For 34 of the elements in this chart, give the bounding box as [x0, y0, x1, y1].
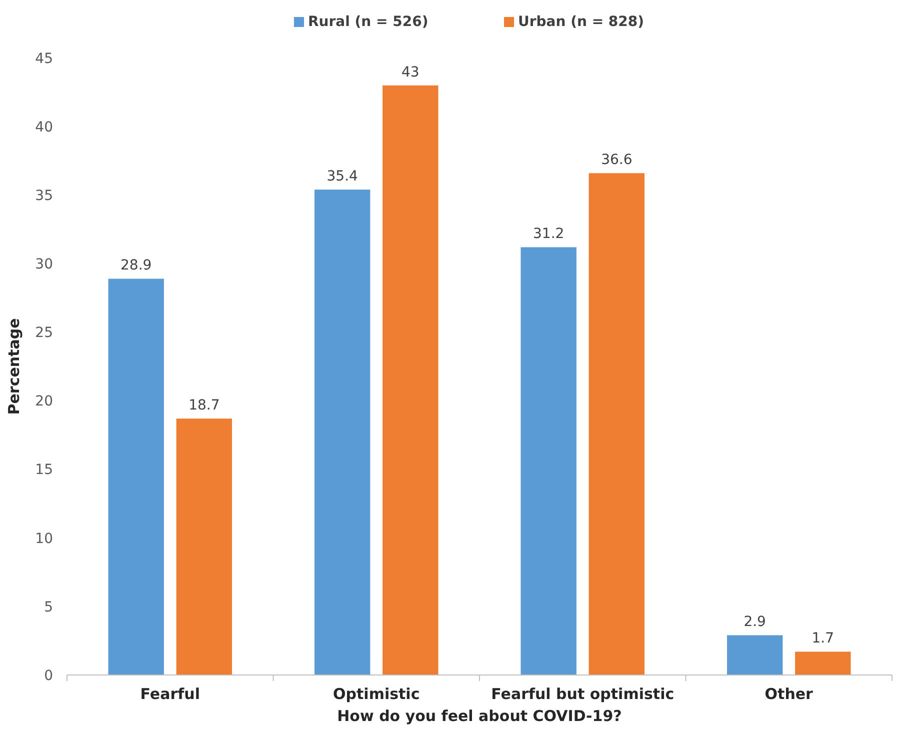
- x-tick-label: Fearful but optimistic: [491, 685, 674, 703]
- bar: [176, 418, 232, 675]
- y-tick-label: 40: [35, 119, 53, 136]
- y-tick-label: 5: [44, 599, 53, 616]
- x-tick-label: Other: [764, 685, 814, 703]
- data-label: 36.6: [601, 152, 632, 168]
- bar: [727, 635, 783, 675]
- y-tick-label: 45: [35, 50, 53, 67]
- data-label: 1.7: [812, 630, 834, 647]
- legend-label: Rural (n = 526): [308, 14, 428, 30]
- y-tick-label: 0: [44, 668, 53, 684]
- y-tick-label: 25: [35, 325, 53, 342]
- y-tick-label: 30: [35, 256, 53, 273]
- bar: [520, 247, 576, 675]
- bar: [382, 85, 438, 675]
- y-axis-title: Percentage: [5, 318, 23, 415]
- x-tick-label: Fearful: [140, 685, 200, 703]
- x-axis-title: How do you feel about COVID-19?: [337, 707, 622, 725]
- y-tick-label: 15: [35, 462, 53, 478]
- bar: [588, 173, 644, 675]
- y-tick-label: 20: [35, 394, 53, 410]
- x-tick-label: Optimistic: [333, 685, 420, 703]
- data-label: 31.2: [533, 226, 564, 242]
- legend-label: Urban (n = 828): [518, 14, 644, 30]
- data-label: 35.4: [326, 168, 358, 185]
- bar: [314, 190, 370, 675]
- data-label: 2.9: [744, 614, 766, 630]
- data-label: 43: [401, 64, 420, 80]
- y-tick-label: 10: [35, 530, 53, 547]
- bar: [108, 278, 164, 675]
- bar: [795, 652, 851, 675]
- y-tick-label: 35: [35, 188, 53, 204]
- data-label: 28.9: [120, 258, 152, 274]
- data-label: 18.7: [188, 398, 220, 414]
